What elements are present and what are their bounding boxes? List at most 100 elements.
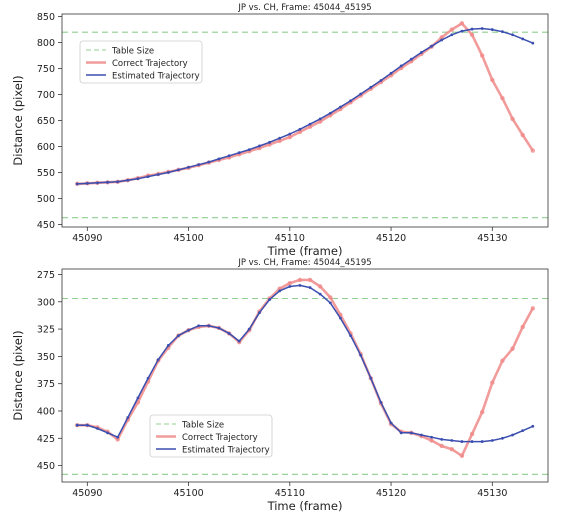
estimated-trajectory-point [349, 334, 352, 338]
correct-trajectory-point [277, 138, 282, 143]
estimated-trajectory-point [96, 427, 99, 430]
correct-trajectory-point [297, 277, 303, 283]
estimated-trajectory-point [288, 132, 292, 136]
estimated-trajectory-point [298, 127, 302, 131]
x-tick-label: 45090 [72, 233, 102, 244]
correct-trajectory-point [469, 431, 475, 437]
correct-trajectory-point [500, 95, 505, 101]
estimated-trajectory-point [430, 435, 433, 439]
y-tick-label: 700 [37, 90, 55, 101]
estimated-trajectory-point [177, 334, 180, 338]
estimated-trajectory-point [450, 439, 454, 442]
estimated-trajectory-point [126, 416, 130, 419]
y-tick-label: 500 [37, 194, 55, 205]
correct-trajectory-point [469, 32, 475, 37]
correct-trajectory-point [439, 35, 444, 40]
estimated-trajectory-point [207, 324, 211, 328]
estimated-trajectory-point [106, 431, 109, 435]
correct-trajectory-point [530, 306, 536, 311]
estimated-trajectory-point [136, 177, 140, 181]
estimated-trajectory-point [389, 71, 393, 75]
estimated-trajectory-point [247, 327, 251, 331]
correct-trajectory-point [287, 281, 293, 286]
estimated-trajectory-point [227, 154, 231, 158]
estimated-trajectory-point [359, 353, 363, 357]
y-axis-label: Distance (pixel) [11, 75, 25, 165]
estimated-trajectory-point [288, 285, 292, 288]
y-tick-label: 450 [37, 220, 55, 231]
estimated-trajectory-point [197, 163, 201, 167]
correct-trajectory-point [530, 148, 536, 153]
chart-title: JP vs. CH, Frame: 45044_45195 [237, 3, 371, 13]
estimated-trajectory-point [207, 160, 211, 164]
correct-trajectory-line [77, 278, 534, 458]
estimated-trajectory-point [298, 283, 302, 287]
y-tick-label: 650 [37, 116, 55, 127]
estimated-trajectory-point [308, 122, 312, 126]
estimated-trajectory-point [470, 440, 474, 443]
correct-trajectory-point [328, 295, 333, 300]
estimated-trajectory-point [116, 435, 120, 439]
y-tick-label: 850 [37, 12, 55, 23]
x-axis-label: Time (frame) [267, 244, 343, 258]
y-tick-label: 400 [37, 407, 55, 418]
y-axis-label: Distance (pixel) [11, 330, 25, 420]
estimated-trajectory-point [531, 424, 535, 428]
correct-trajectory-point [297, 129, 303, 135]
estimated-trajectory-point [166, 171, 170, 174]
y-tick-label: 325 [37, 325, 55, 336]
y-tick-label: 800 [37, 38, 55, 49]
correct-trajectory-point [500, 358, 505, 363]
estimated-trajectory-point [490, 28, 494, 31]
legend-label: Table Size [111, 46, 154, 56]
correct-trajectory-point [317, 284, 323, 289]
estimated-trajectory-point [85, 423, 89, 427]
estimated-trajectory-point [237, 151, 241, 155]
y-tick-label: 425 [37, 434, 55, 445]
estimated-trajectory-point [328, 301, 332, 305]
estimated-trajectory-point [227, 332, 231, 335]
legend-label: Estimated Trajectory [112, 71, 200, 81]
x-tick-label: 45130 [477, 488, 507, 499]
estimated-trajectory-point [156, 173, 160, 176]
estimated-trajectory-point [399, 64, 403, 68]
x-tick-label: 45090 [72, 488, 102, 499]
estimated-trajectory-point [470, 27, 474, 31]
estimated-trajectory-point [126, 178, 130, 182]
y-tick-label: 750 [37, 64, 55, 75]
estimated-trajectory-point [480, 27, 484, 30]
estimated-trajectory-point [359, 92, 363, 96]
correct-trajectory-point [490, 380, 495, 385]
estimated-trajectory-point [268, 298, 271, 301]
y-tick-label: 375 [37, 379, 55, 390]
correct-trajectory-point [307, 124, 313, 129]
correct-trajectory-point [449, 27, 455, 32]
estimated-trajectory-point [511, 433, 514, 437]
estimated-trajectory-point [85, 181, 89, 185]
correct-trajectory-point [510, 116, 515, 122]
legend-box [149, 414, 273, 458]
estimated-trajectory-point [136, 396, 140, 400]
estimated-trajectory-point [531, 41, 535, 45]
estimated-trajectory-point [278, 136, 282, 140]
estimated-trajectory-point [318, 117, 322, 121]
correct-trajectory-point [429, 438, 434, 443]
correct-trajectory-point [439, 443, 444, 449]
x-tick-label: 45120 [376, 488, 406, 499]
legend-box [79, 40, 203, 84]
estimated-trajectory-point [379, 79, 383, 82]
x-tick-label: 45110 [275, 488, 305, 499]
estimated-trajectory-point [440, 438, 444, 441]
estimated-trajectory-point [369, 85, 373, 89]
estimated-trajectory-point [521, 37, 525, 41]
x-tick-label: 45110 [275, 233, 305, 244]
chart-panel-2: JP vs. CH, Frame: 45044_45195 45090 45100 4… [11, 258, 549, 513]
correct-trajectory-point [449, 447, 455, 452]
estimated-trajectory-point [146, 376, 150, 380]
estimated-trajectory-point [258, 311, 261, 315]
x-axis-label: Time (frame) [267, 499, 343, 513]
estimated-trajectory-point [409, 57, 413, 61]
x-tick-label: 45100 [173, 233, 203, 244]
plot-area-frame [61, 268, 549, 483]
estimated-trajectory-point [440, 38, 444, 42]
